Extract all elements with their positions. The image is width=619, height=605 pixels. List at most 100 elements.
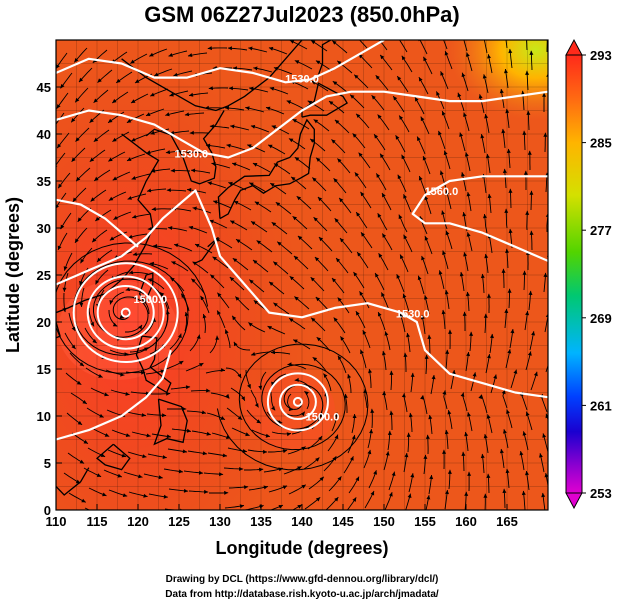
streamline-arrow — [424, 236, 429, 241]
streamline-arrow — [369, 429, 374, 434]
streamline-arrow — [191, 278, 196, 283]
streamline-arrow — [505, 468, 510, 474]
streamline-arrow — [74, 58, 79, 63]
streamline — [480, 394, 488, 414]
streamline-arrow — [79, 77, 84, 83]
streamline-arrow — [297, 466, 302, 471]
streamline-arrow — [423, 454, 428, 459]
streamline-arrow — [79, 459, 85, 464]
height-contour — [56, 198, 139, 248]
streamline-arrow — [506, 409, 510, 414]
streamline-arrow — [539, 453, 543, 458]
streamline-arrow — [355, 476, 359, 482]
streamline-arrow — [132, 252, 138, 256]
streamline-arrow — [253, 260, 258, 264]
streamline-arrow — [301, 484, 306, 489]
streamline-arrow — [154, 72, 159, 77]
streamline-arrow — [313, 217, 318, 222]
streamline-arrow — [356, 113, 361, 118]
streamline — [551, 193, 553, 212]
streamline-arrow — [147, 278, 153, 282]
streamline-arrow — [79, 362, 84, 367]
streamline-arrow — [201, 410, 206, 415]
streamline-arrow — [186, 428, 191, 433]
streamline-arrow — [399, 313, 404, 318]
streamline-arrow — [333, 178, 338, 183]
streamline-arrow — [232, 66, 237, 71]
streamline-arrow — [436, 91, 440, 96]
coastline — [316, 40, 332, 80]
streamline-arrow — [482, 34, 486, 38]
streamline-arrow — [504, 208, 509, 213]
streamline-arrow — [265, 433, 270, 438]
streamline-arrow — [407, 493, 412, 498]
streamline-arrow — [501, 389, 506, 395]
streamline-arrow — [82, 400, 87, 404]
streamline-arrow — [71, 157, 76, 162]
streamline-arrow — [403, 234, 408, 240]
colorbar: 293 285 277 269 261 253 — [565, 38, 612, 510]
x-tick-label: 135 — [250, 514, 272, 529]
streamline-arrow — [245, 432, 250, 437]
streamline-arrow — [375, 35, 379, 39]
colorbar-tick-label: 285 — [590, 136, 612, 151]
streamline-arrow — [329, 101, 334, 105]
streamline-arrow — [525, 210, 530, 215]
streamline-arrow — [469, 331, 474, 336]
streamline-arrow — [499, 89, 504, 94]
streamline-arrow — [519, 451, 524, 456]
streamline-arrow — [551, 233, 555, 237]
streamline-arrow — [293, 339, 298, 344]
streamline-arrow — [423, 56, 427, 62]
streamline-arrow — [503, 429, 507, 434]
cyclone-center — [292, 396, 303, 407]
streamline-arrow — [277, 241, 282, 246]
streamline-arrow — [149, 52, 154, 57]
streamline-arrow — [228, 86, 233, 91]
streamline — [550, 153, 551, 172]
streamline-arrow — [318, 436, 323, 441]
streamline-arrow — [119, 315, 124, 320]
y-tick-label: 25 — [37, 268, 51, 283]
coastline — [95, 443, 131, 471]
streamline-arrow — [312, 357, 318, 362]
streamline-arrow — [173, 72, 178, 77]
streamline-arrow — [447, 410, 452, 415]
streamline-arrow — [333, 317, 338, 322]
streamline-arrow — [414, 97, 419, 102]
coastline — [193, 236, 219, 265]
streamline-arrow — [292, 119, 297, 123]
streamline-arrow — [245, 106, 250, 111]
streamline-arrow — [480, 134, 485, 139]
streamline-arrow — [483, 214, 487, 219]
streamline-arrow — [127, 157, 132, 161]
streamline-arrow — [119, 513, 123, 517]
streamline-arrow — [128, 234, 133, 239]
colorbar-top-arrow — [565, 38, 583, 56]
streamline-arrow — [169, 92, 174, 97]
x-tick-label: 145 — [332, 514, 354, 529]
streamline-arrow — [125, 433, 131, 437]
x-tick-label: 115 — [87, 514, 108, 529]
streamline-arrow — [92, 339, 97, 344]
streamline-arrow — [544, 473, 548, 478]
streamline-arrow — [461, 33, 465, 37]
streamline — [505, 40, 508, 49]
streamline-arrow — [353, 272, 358, 277]
streamline — [549, 293, 552, 312]
contour-label: 1530.0 — [174, 149, 208, 161]
streamline — [463, 40, 468, 52]
streamline-arrow — [358, 152, 363, 157]
streamline-arrow — [109, 300, 114, 305]
streamline-arrow — [207, 181, 212, 186]
streamline-arrow — [501, 268, 506, 273]
streamline-arrow — [235, 296, 240, 301]
streamline-arrow — [402, 293, 407, 299]
streamline-arrow — [131, 99, 136, 103]
streamline-arrow — [337, 355, 342, 361]
streamline-arrow — [401, 154, 406, 160]
cyclone-contour-ring — [96, 285, 155, 341]
streamline-arrow — [549, 293, 553, 297]
streamline-arrow — [462, 311, 467, 316]
